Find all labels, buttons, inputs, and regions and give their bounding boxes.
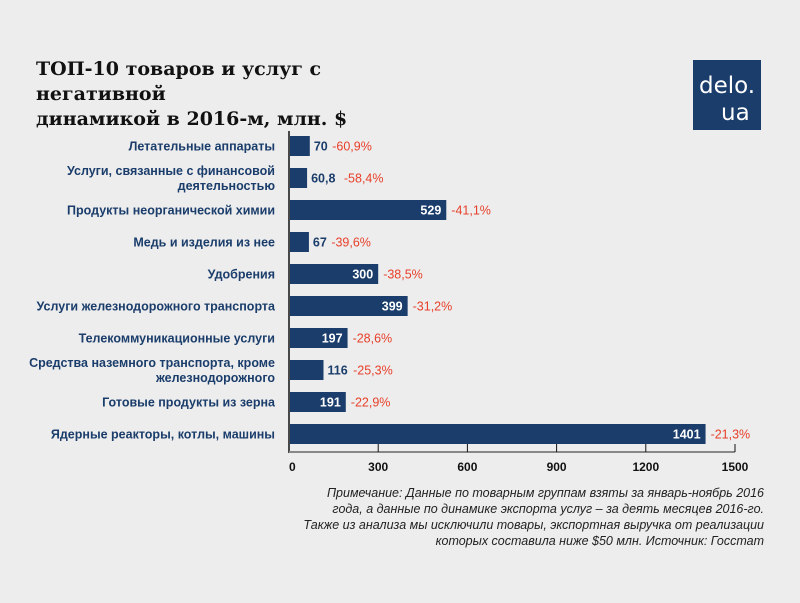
value-label: 399 [382, 300, 403, 314]
bar [290, 328, 348, 348]
value-label: 60,8 [311, 172, 335, 186]
chart-title-line-2: динамикой в 2016-м, млн. $ [36, 108, 348, 130]
category-label: железнодорожного [155, 371, 275, 385]
change-label: -41,1% [451, 204, 491, 218]
value-label: 529 [420, 204, 441, 218]
bar [290, 232, 309, 252]
value-label: 300 [352, 268, 373, 282]
bar [290, 200, 447, 220]
category-label: Средства наземного транспорта, кроме [29, 356, 275, 370]
change-label: -58,4% [344, 172, 384, 186]
category-label: Услуги, связанные с финансовой [67, 164, 275, 178]
change-label: -39,6% [331, 236, 371, 250]
change-label: -60,9% [332, 140, 372, 154]
category-label: Телекоммуникационные услуги [79, 332, 275, 346]
bar [290, 264, 379, 284]
category-label: Готовые продукты из зерна [102, 396, 276, 410]
category-label: деятельностью [178, 179, 276, 193]
bar [290, 360, 324, 380]
change-label: -28,6% [353, 332, 393, 346]
category-label: Удобрения [208, 268, 275, 282]
category-label: Ядерные реакторы, котлы, машины [51, 428, 275, 442]
chart-note: Примечание: Данные по товарным группам в… [303, 486, 764, 548]
change-label: -22,9% [351, 396, 391, 410]
change-label: -25,3% [353, 364, 393, 378]
change-label: -21,3% [711, 428, 751, 442]
bar [290, 168, 308, 188]
x-tick-label: 900 [547, 460, 567, 474]
value-label: 1401 [673, 428, 701, 442]
change-label: -38,5% [383, 268, 423, 282]
logo-line-2: ua [721, 100, 750, 126]
x-tick-label: 600 [457, 460, 477, 474]
bar [290, 136, 310, 156]
category-label: Продукты неорганической химии [67, 204, 275, 218]
change-label: -31,2% [413, 300, 453, 314]
chart-title: ТОП-10 товаров и услуг с негативной дина… [36, 57, 456, 132]
bar [290, 296, 408, 316]
logo-line-1: delo. [699, 73, 755, 99]
value-label: 116 [327, 364, 347, 378]
x-tick-label: 1200 [632, 460, 659, 474]
bar [290, 424, 706, 444]
delo-ua-logo: delo. ua [693, 60, 761, 130]
value-label: 197 [322, 332, 343, 346]
value-label: 67 [313, 236, 327, 250]
bar [290, 392, 346, 412]
category-label: Медь и изделия из нее [133, 236, 275, 250]
category-label: Летательные аппараты [129, 140, 275, 154]
x-tick-label: 1500 [722, 460, 749, 474]
x-tick-label: 0 [289, 460, 296, 474]
chart-title-line-1: ТОП-10 товаров и услуг с негативной [36, 58, 322, 105]
value-label: 70 [314, 140, 328, 154]
value-label: 191 [320, 396, 341, 410]
category-label: Услуги железнодорожного транспорта [37, 300, 277, 314]
x-tick-label: 300 [368, 460, 388, 474]
